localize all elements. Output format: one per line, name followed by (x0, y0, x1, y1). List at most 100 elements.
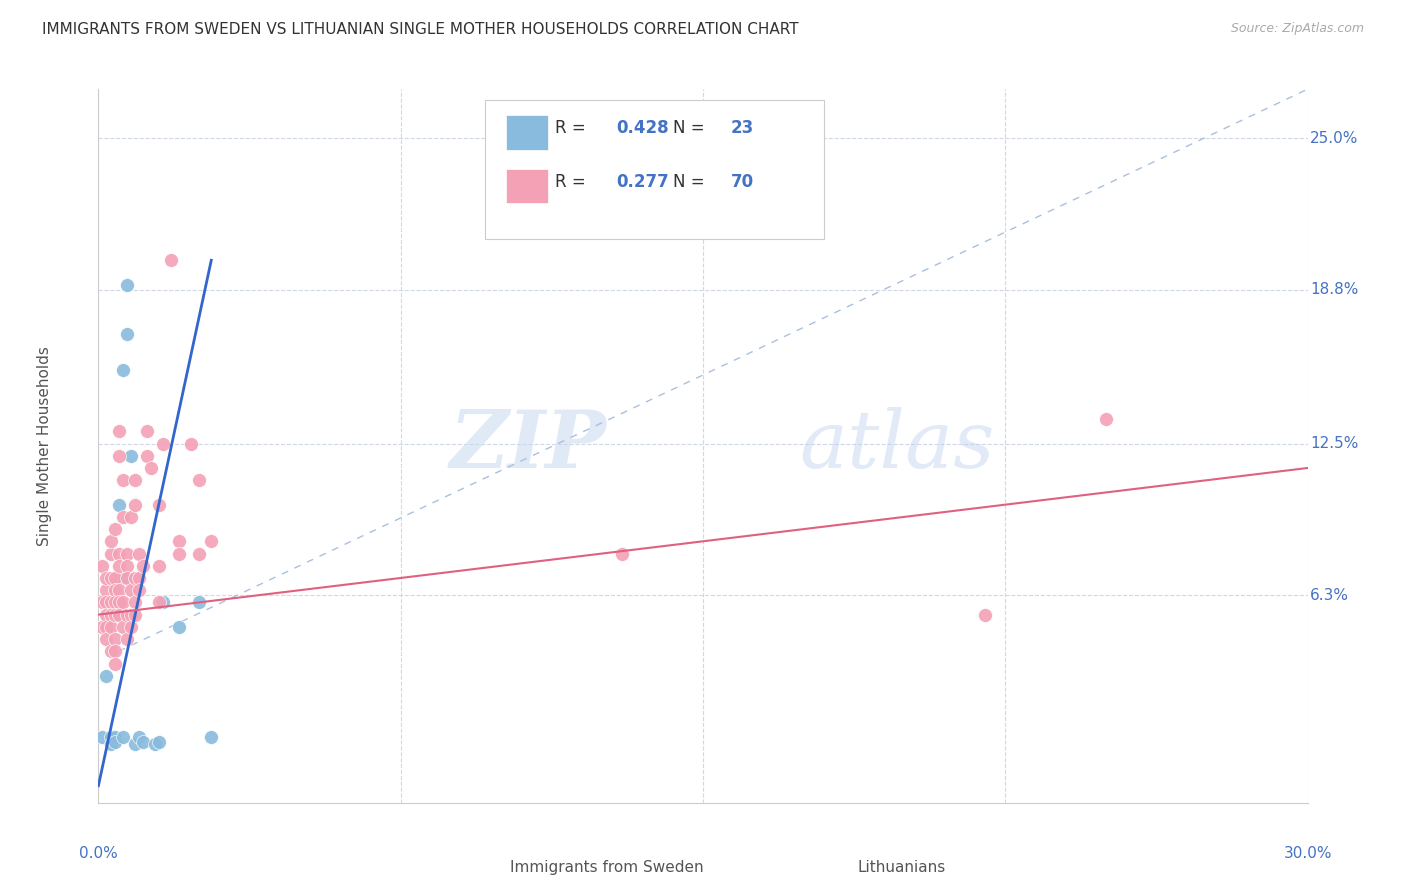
Text: 0.428: 0.428 (616, 120, 669, 137)
Point (107, 595, 129, 609)
Text: Single Mother Households: Single Mother Households (37, 346, 52, 546)
Point (96, 669, 118, 683)
Point (103, 571, 125, 585)
Point (128, 583, 150, 598)
Text: ZIP: ZIP (450, 408, 606, 484)
Point (120, 583, 142, 598)
Point (612, 547, 634, 561)
Point (132, 735, 155, 749)
Point (115, 571, 138, 585)
Point (124, 473, 146, 487)
Text: Immigrants from Sweden: Immigrants from Sweden (509, 860, 703, 874)
Point (107, 607, 129, 622)
FancyBboxPatch shape (810, 855, 851, 887)
Text: Lithuanians: Lithuanians (858, 860, 946, 874)
Point (100, 730, 122, 744)
Text: Source: ZipAtlas.com: Source: ZipAtlas.com (1230, 22, 1364, 36)
Point (111, 473, 134, 487)
FancyBboxPatch shape (506, 115, 548, 150)
Point (91, 595, 114, 609)
Point (115, 558, 138, 573)
Text: 30.0%: 30.0% (1284, 846, 1331, 861)
Text: R =: R = (555, 120, 592, 137)
Point (200, 730, 222, 744)
Point (111, 730, 134, 744)
Point (124, 737, 146, 751)
Point (111, 595, 134, 609)
Point (167, 620, 190, 634)
Point (124, 498, 146, 512)
Point (152, 595, 174, 609)
Point (107, 449, 129, 463)
Point (96, 632, 118, 646)
FancyBboxPatch shape (506, 169, 548, 203)
Point (107, 595, 129, 609)
Point (148, 498, 170, 512)
Point (128, 547, 150, 561)
Point (103, 632, 125, 646)
Point (96, 595, 118, 609)
Point (143, 737, 166, 751)
Point (100, 571, 122, 585)
FancyBboxPatch shape (485, 100, 824, 239)
Point (128, 571, 150, 585)
Point (96, 620, 118, 634)
Point (115, 277, 138, 292)
Point (152, 436, 174, 450)
Point (115, 607, 138, 622)
Point (148, 735, 170, 749)
Point (1095, 412, 1118, 426)
Text: 6.3%: 6.3% (1310, 588, 1348, 603)
Point (91, 730, 114, 744)
Point (96, 583, 118, 598)
Text: 12.5%: 12.5% (1310, 436, 1358, 451)
Point (103, 595, 125, 609)
Point (96, 607, 118, 622)
Point (188, 595, 211, 609)
Point (148, 558, 170, 573)
Text: R =: R = (555, 173, 592, 191)
Point (115, 326, 138, 341)
Point (135, 449, 157, 463)
Point (100, 620, 122, 634)
Point (107, 425, 129, 439)
Text: 23: 23 (731, 120, 754, 137)
Text: 25.0%: 25.0% (1310, 130, 1358, 145)
Point (160, 253, 183, 268)
Point (100, 607, 122, 622)
Point (111, 509, 134, 524)
Point (111, 571, 134, 585)
Point (167, 534, 190, 549)
Point (103, 735, 125, 749)
Point (132, 558, 155, 573)
Point (103, 583, 125, 598)
Point (115, 632, 138, 646)
Text: IMMIGRANTS FROM SWEDEN VS LITHUANIAN SINGLE MOTHER HOUSEHOLDS CORRELATION CHART: IMMIGRANTS FROM SWEDEN VS LITHUANIAN SIN… (42, 22, 799, 37)
Point (100, 644, 122, 658)
Point (124, 571, 146, 585)
Point (124, 607, 146, 622)
Text: 18.8%: 18.8% (1310, 282, 1358, 297)
Point (107, 558, 129, 573)
Point (103, 644, 125, 658)
Point (100, 595, 122, 609)
Point (974, 607, 997, 622)
Point (188, 473, 211, 487)
Text: atlas: atlas (800, 408, 995, 484)
Point (103, 607, 125, 622)
Text: N =: N = (672, 173, 710, 191)
Point (115, 547, 138, 561)
Point (91, 558, 114, 573)
Point (148, 595, 170, 609)
Point (103, 657, 125, 671)
Point (111, 363, 134, 377)
Point (200, 534, 222, 549)
Point (107, 547, 129, 561)
Point (120, 607, 142, 622)
Point (120, 509, 142, 524)
Text: 0.0%: 0.0% (79, 846, 118, 861)
Point (139, 461, 162, 475)
Point (107, 583, 129, 598)
Point (96, 571, 118, 585)
Point (128, 730, 150, 744)
